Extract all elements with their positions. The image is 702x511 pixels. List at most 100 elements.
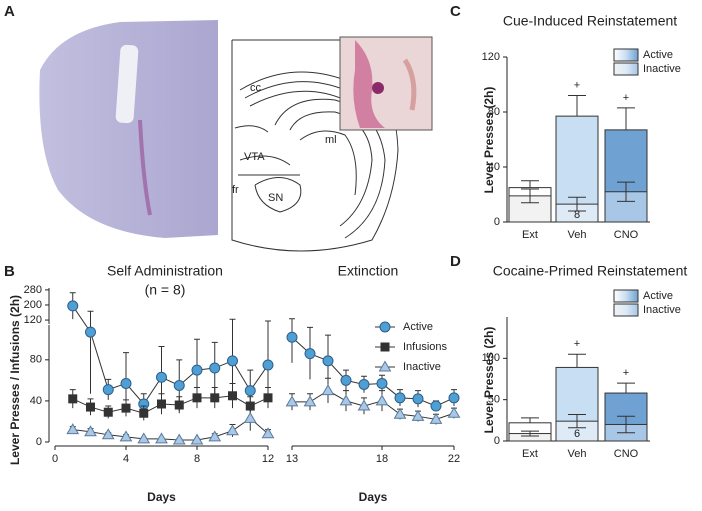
y-tick-label: 120 xyxy=(482,51,500,63)
series-line xyxy=(292,390,455,420)
marker xyxy=(84,425,97,437)
y-tick-label: 0 xyxy=(36,436,42,448)
panel-letter: D xyxy=(450,253,461,270)
y-tick-label: 0 xyxy=(494,216,500,228)
x-tick-label: 22 xyxy=(448,453,460,465)
legend-label: Active xyxy=(643,290,673,302)
series-line xyxy=(72,395,269,414)
error-bar xyxy=(617,107,635,130)
marker xyxy=(227,355,238,367)
legend-swatch xyxy=(613,48,639,62)
chart-title: Cocaine-Primed Reinstatement xyxy=(493,263,688,279)
y-tick-label: 50 xyxy=(488,394,500,406)
marker xyxy=(137,432,151,444)
marker xyxy=(102,384,114,396)
annotation: 6 xyxy=(574,428,580,440)
series-line xyxy=(72,417,269,441)
legend-swatch xyxy=(613,62,639,76)
marker xyxy=(226,424,239,436)
series-line xyxy=(72,305,269,405)
atlas-label: cc xyxy=(250,82,262,94)
error-bar xyxy=(521,430,539,437)
marker xyxy=(321,384,335,396)
chart-title: Cue-Induced Reinstatement xyxy=(503,13,677,29)
x-tick-label: Veh xyxy=(568,229,587,241)
marker xyxy=(379,321,391,333)
marker xyxy=(380,342,390,352)
annotation: + xyxy=(623,367,629,379)
marker xyxy=(156,371,167,383)
marker xyxy=(447,406,461,418)
marker xyxy=(157,399,166,409)
marker xyxy=(429,412,443,424)
marker xyxy=(378,360,392,372)
marker xyxy=(286,331,298,343)
marker xyxy=(411,409,425,421)
histology xyxy=(39,20,218,238)
y-tick-label: 200 xyxy=(24,299,42,311)
marker xyxy=(358,378,370,390)
marker xyxy=(261,427,275,439)
panel-letter: A xyxy=(4,3,15,20)
marker xyxy=(304,348,316,360)
marker xyxy=(173,380,185,391)
marker xyxy=(430,400,442,412)
legend-label: Infusions xyxy=(403,341,448,353)
y-tick-label: 280 xyxy=(24,284,42,296)
y-axis-label: Lever Presses / Infusions (2h) xyxy=(8,295,22,465)
marker xyxy=(244,385,256,397)
panel-letter: B xyxy=(4,263,15,280)
marker xyxy=(68,394,78,404)
marker xyxy=(190,433,204,445)
marker xyxy=(208,430,222,442)
x-tick-label: CNO xyxy=(614,448,639,460)
y-tick-label: 0 xyxy=(494,435,500,447)
y-tick-label: 40 xyxy=(30,395,42,407)
x-tick-label: 13 xyxy=(286,453,298,465)
error-bar xyxy=(568,414,586,429)
x-axis-label: Days xyxy=(147,490,176,504)
legend-swatch xyxy=(613,289,639,303)
marker xyxy=(120,377,132,389)
marker xyxy=(174,400,184,410)
y-tick-label: 80 xyxy=(488,106,500,118)
error-bar xyxy=(521,180,539,188)
y-axis-label: Lever Presses (2h) xyxy=(482,87,496,194)
error-bar xyxy=(617,382,635,394)
marker xyxy=(322,355,334,367)
marker xyxy=(376,377,388,389)
x-tick-label: Ext xyxy=(522,229,538,241)
legend-swatch xyxy=(613,303,639,317)
marker xyxy=(394,392,406,404)
marker xyxy=(243,411,257,423)
atlas-label: VTA xyxy=(244,151,265,163)
marker xyxy=(191,364,203,376)
chart-title: Self Administration xyxy=(107,263,223,279)
annotation: 8 xyxy=(574,209,580,221)
marker xyxy=(262,359,274,371)
legend-label: Active xyxy=(643,49,673,61)
marker xyxy=(86,402,95,412)
error-bar xyxy=(87,310,94,394)
marker xyxy=(155,432,168,444)
marker xyxy=(339,394,353,406)
marker xyxy=(303,395,317,407)
x-tick-label: CNO xyxy=(614,229,639,241)
error-bar xyxy=(521,188,539,204)
annotation: + xyxy=(623,92,629,104)
marker xyxy=(210,393,220,403)
x-tick-label: 12 xyxy=(262,453,274,465)
x-axis-label: Days xyxy=(359,490,388,504)
marker xyxy=(340,374,352,386)
annotation: + xyxy=(574,338,580,350)
error-bar xyxy=(568,353,586,368)
marker xyxy=(172,433,186,445)
marker xyxy=(209,362,221,374)
x-tick-label: Ext xyxy=(522,448,538,460)
legend-label: Inactive xyxy=(643,304,681,316)
marker xyxy=(101,428,115,440)
marker xyxy=(103,407,113,417)
marker xyxy=(393,407,407,419)
y-tick-label: 80 xyxy=(30,354,42,366)
